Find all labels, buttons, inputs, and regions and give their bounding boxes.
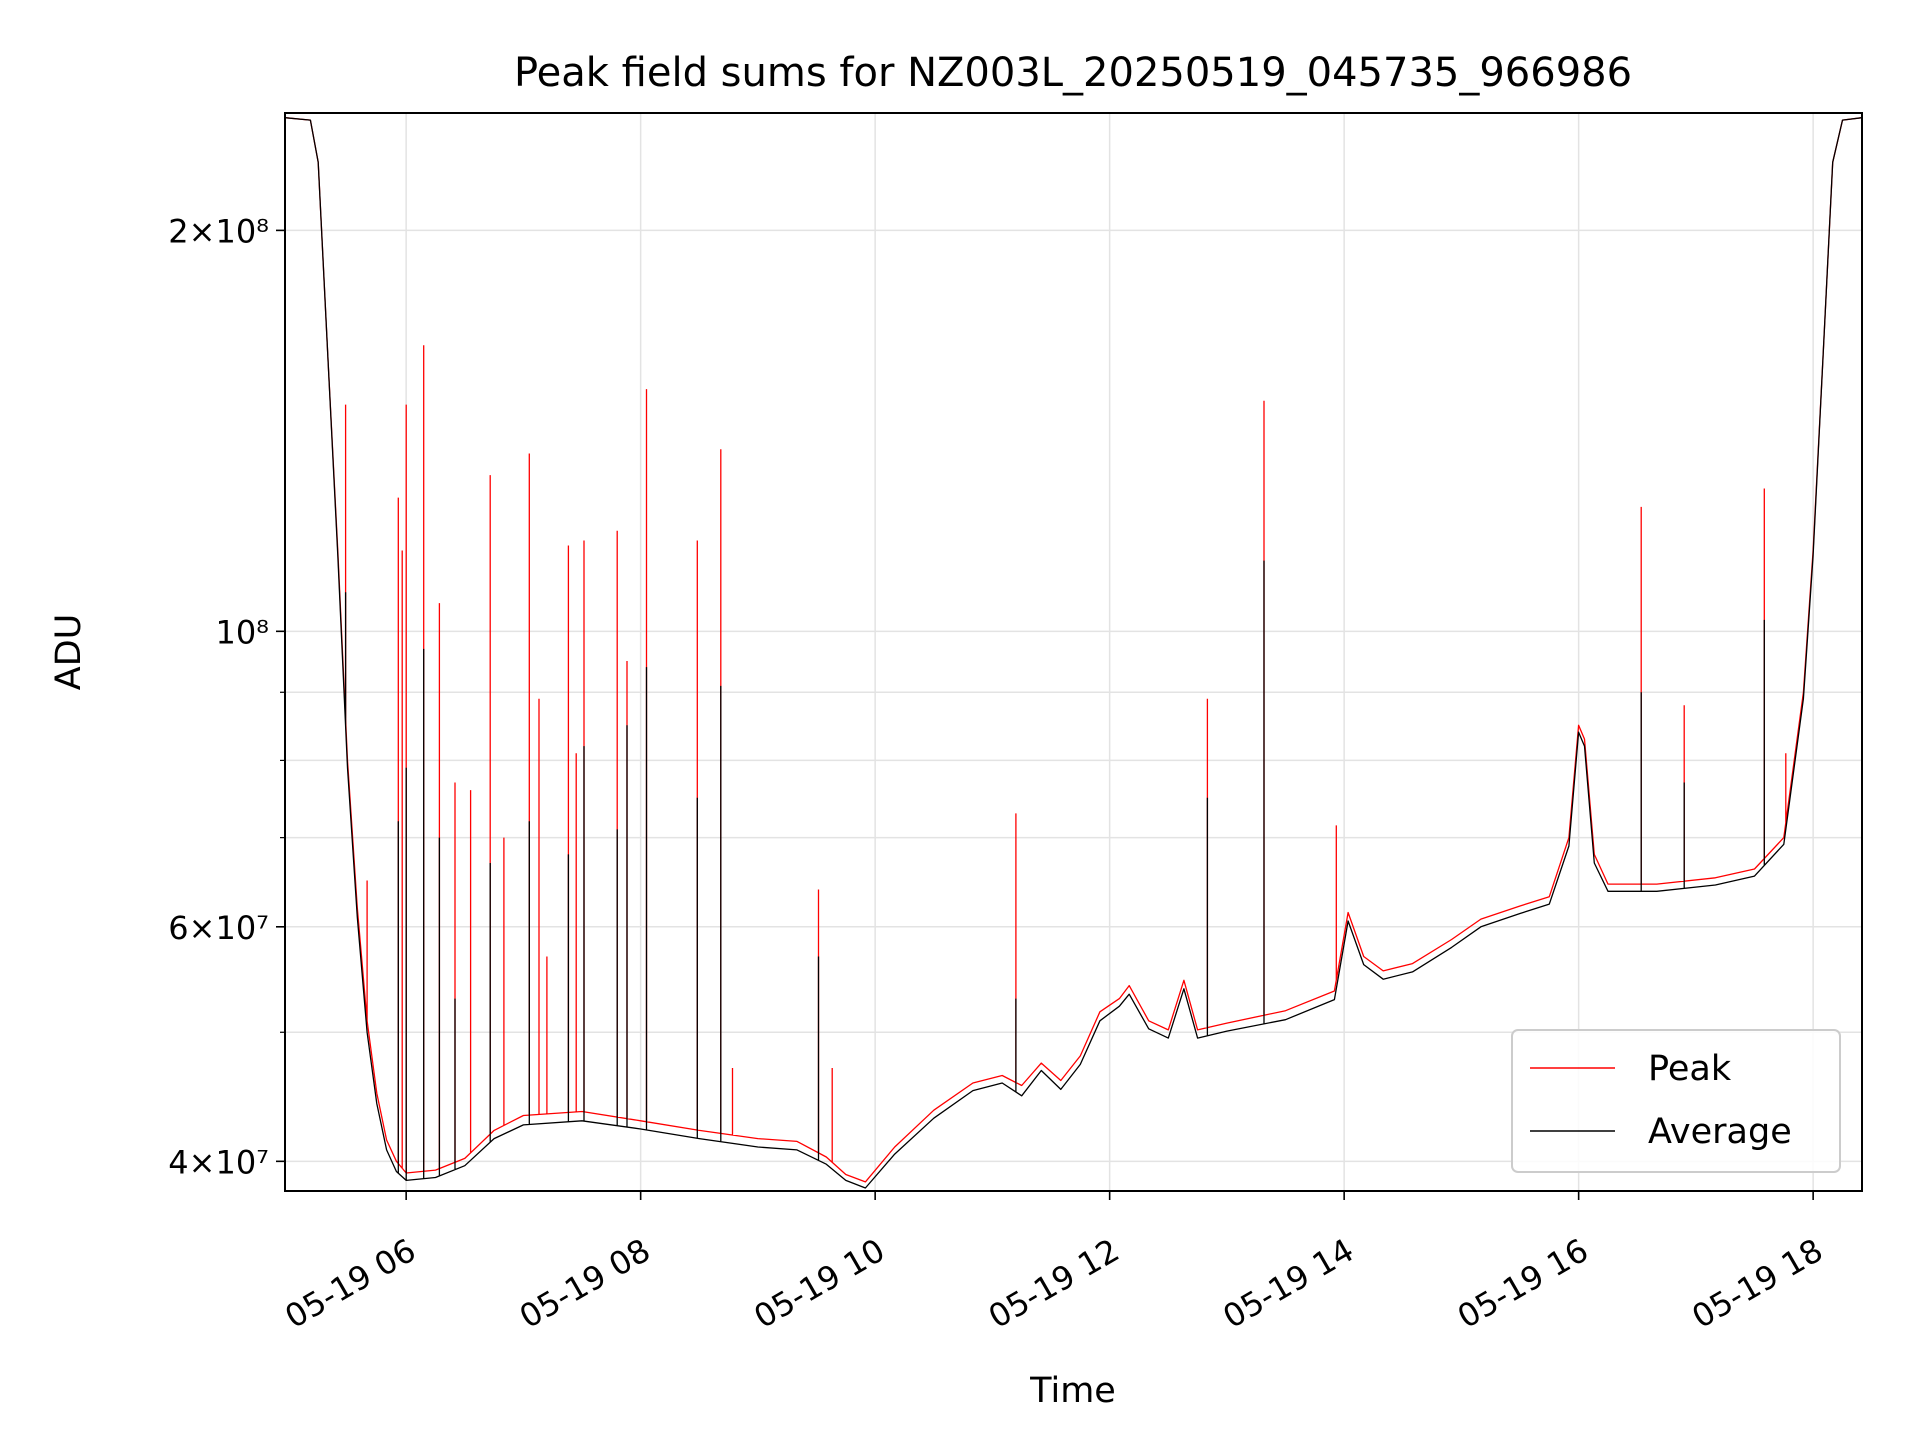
average-series-line — [284, 117, 1863, 1189]
legend-box — [1511, 1029, 1841, 1173]
x-axis-label: Time — [1029, 1371, 1116, 1411]
y-tick-label: 6×10⁷ — [168, 909, 269, 947]
chart-title: Peak field sums for NZ003L_20250519_0457… — [514, 50, 1632, 96]
grid-lines — [285, 113, 1862, 1191]
plot-area-frame — [284, 112, 1863, 1192]
legend-average-label: Average — [1648, 1112, 1792, 1152]
plot-series — [284, 117, 1863, 1189]
legend-peak-label: Peak — [1648, 1049, 1732, 1089]
y-tick-label: 10⁸ — [215, 613, 269, 651]
legend: Peak Average — [1511, 1029, 1841, 1173]
y-tick-label: 4×10⁷ — [168, 1143, 269, 1181]
y-axis-label: ADU — [49, 614, 89, 691]
y-tick-label: 2×10⁸ — [168, 212, 269, 250]
